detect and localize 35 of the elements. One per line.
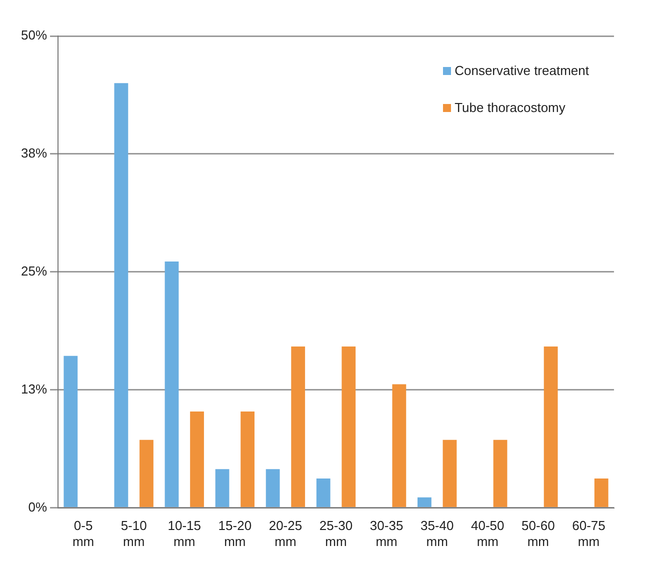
bar: [190, 412, 204, 508]
x-tick-label: 5-10 mm: [120, 518, 147, 549]
bar: [266, 469, 280, 508]
y-tick-label: 50%: [20, 28, 48, 43]
x-tick-label: 15-20 mm: [218, 518, 252, 549]
legend-label: Conservative treatment: [454, 63, 589, 78]
x-tick-label: 20-25 mm: [268, 518, 302, 549]
bar: [140, 440, 154, 508]
x-tick-label: 0-5 mm: [72, 518, 94, 549]
bar: [392, 384, 406, 508]
bar: [215, 469, 230, 508]
x-tick-label: 50-60 mm: [522, 518, 555, 549]
bar: [114, 83, 128, 508]
bar: [418, 497, 432, 508]
bar: [594, 478, 608, 508]
bar: [64, 356, 78, 508]
bar: [493, 440, 508, 508]
bar: [164, 262, 179, 508]
legend-label: Tube thoracostomy: [454, 100, 566, 115]
y-tick-label: 25%: [20, 263, 48, 278]
bar: [442, 440, 457, 508]
x-tick-label: 35-40 mm: [420, 518, 454, 549]
x-tick-label: 30-35 mm: [370, 518, 404, 549]
bar: [316, 478, 330, 508]
bar: [342, 346, 356, 508]
x-tick-label: 10-15 mm: [168, 518, 202, 549]
bar: [544, 346, 558, 508]
x-tick-label: 40-50 mm: [471, 518, 504, 549]
x-tick-label: 25-30 mm: [319, 518, 353, 549]
y-tick-label: 0%: [28, 499, 48, 514]
bar: [240, 412, 255, 508]
x-tick-label: 60-75 mm: [572, 518, 606, 549]
y-tick-label: 38%: [20, 146, 48, 161]
y-tick-label: 13%: [20, 381, 48, 396]
bar: [291, 346, 306, 508]
